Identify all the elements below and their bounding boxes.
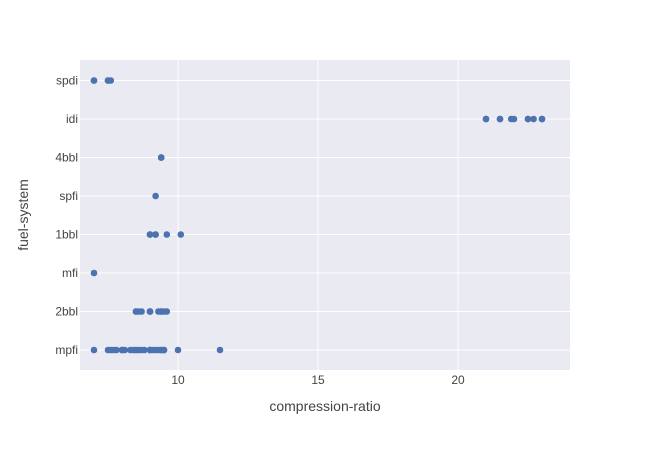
data-point (90, 77, 98, 84)
data-point (538, 115, 546, 123)
data-point (152, 231, 159, 238)
data-point (163, 308, 171, 315)
data-point (152, 192, 159, 200)
data-point (163, 231, 171, 238)
y-tick-label: 1bbl (55, 228, 78, 242)
data-point (530, 115, 537, 123)
data-point (160, 346, 168, 354)
x-tick-labels: 10 15 20 (171, 373, 465, 387)
y-tick-label: mpfi (55, 343, 78, 357)
data-point (141, 346, 148, 354)
data-point (510, 115, 518, 123)
data-point (121, 346, 129, 354)
data-point (146, 231, 154, 238)
y-tick-label: spdi (56, 74, 78, 88)
data-point (90, 346, 98, 354)
y-tick-labels: mpfi 2bbl mfi 1bbl spfi 4bbl idi spdi (55, 74, 78, 358)
data-point (482, 115, 490, 123)
x-tick-label: 15 (311, 373, 325, 387)
x-tick-label: 10 (171, 373, 185, 387)
y-tick-label: mfi (62, 266, 78, 280)
data-point (216, 346, 224, 354)
y-axis-title: fuel-system (15, 179, 31, 251)
plot-background (80, 60, 570, 370)
data-point (90, 269, 98, 277)
y-tick-label: 2bbl (55, 305, 78, 319)
data-point (177, 231, 185, 238)
y-tick-label: spfi (59, 189, 78, 203)
data-point (146, 308, 154, 315)
data-points (90, 77, 546, 354)
data-point (524, 115, 532, 123)
data-point (496, 115, 504, 123)
data-point (113, 346, 120, 354)
data-point (174, 346, 182, 354)
data-point (104, 77, 112, 84)
data-point (157, 154, 165, 161)
x-axis-title: compression-ratio (269, 398, 380, 414)
y-tick-label: 4bbl (55, 151, 78, 165)
y-tick-label: idi (66, 112, 78, 126)
x-tick-label: 20 (451, 373, 465, 387)
data-point (138, 308, 145, 315)
